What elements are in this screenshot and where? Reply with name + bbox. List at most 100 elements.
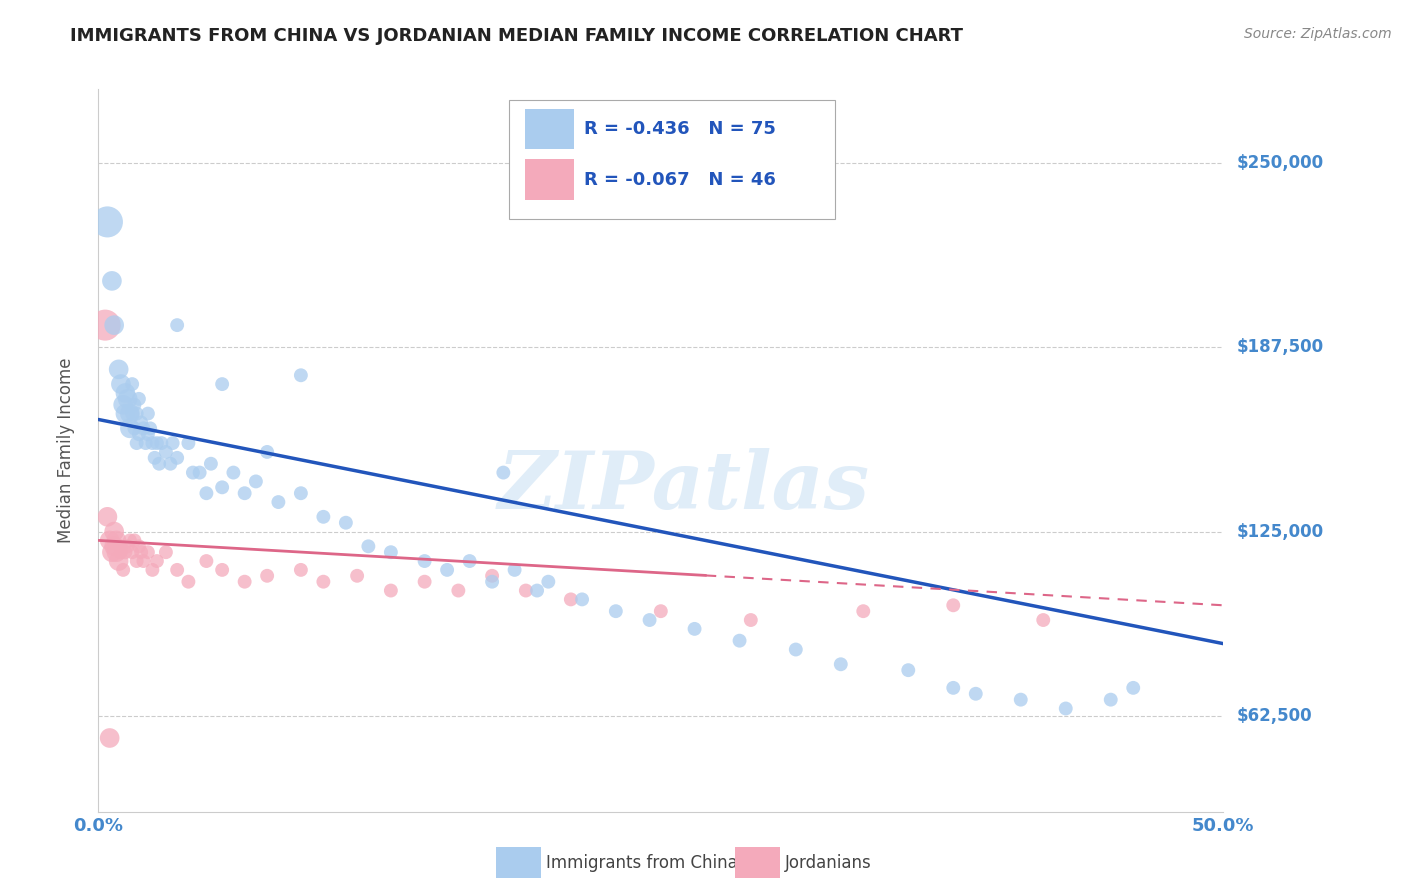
Point — [312, 574, 335, 589]
Point — [101, 545, 124, 559]
Text: IMMIGRANTS FROM CHINA VS JORDANIAN MEDIAN FAMILY INCOME CORRELATION CHART: IMMIGRANTS FROM CHINA VS JORDANIAN MEDIA… — [70, 27, 963, 45]
Point — [211, 377, 233, 392]
Point — [162, 436, 184, 450]
Point — [125, 554, 148, 568]
Point — [136, 407, 159, 421]
Point — [117, 392, 139, 406]
Point — [492, 466, 515, 480]
Point — [413, 554, 436, 568]
Text: Jordanians: Jordanians — [785, 854, 872, 871]
Point — [1032, 613, 1054, 627]
Point — [159, 457, 181, 471]
Point — [481, 569, 503, 583]
Point — [124, 421, 146, 435]
Point — [96, 215, 118, 229]
Point — [290, 368, 312, 383]
Point — [139, 421, 162, 435]
Point — [245, 475, 267, 489]
Point — [605, 604, 627, 618]
Point — [233, 486, 256, 500]
Point — [112, 563, 135, 577]
Point — [114, 407, 136, 421]
Text: $187,500: $187,500 — [1237, 338, 1324, 356]
Point — [118, 407, 141, 421]
Point — [942, 599, 965, 613]
Point — [638, 613, 661, 627]
Text: $250,000: $250,000 — [1237, 154, 1324, 172]
Point — [195, 486, 218, 500]
Point — [118, 421, 141, 435]
Point — [312, 509, 335, 524]
Point — [96, 509, 118, 524]
Point — [94, 318, 117, 332]
Point — [110, 545, 132, 559]
Point — [740, 613, 762, 627]
Point — [830, 657, 852, 672]
Point — [121, 545, 143, 559]
Point — [98, 731, 121, 745]
Point — [146, 436, 169, 450]
Point — [101, 274, 124, 288]
Point — [107, 554, 129, 568]
Point — [200, 457, 222, 471]
FancyBboxPatch shape — [524, 109, 574, 149]
Point — [129, 545, 152, 559]
Point — [852, 604, 875, 618]
Point — [256, 569, 278, 583]
Y-axis label: Median Family Income: Median Family Income — [56, 358, 75, 543]
Point — [346, 569, 368, 583]
Point — [537, 574, 560, 589]
Point — [181, 466, 204, 480]
Point — [1122, 681, 1144, 695]
Text: Immigrants from China: Immigrants from China — [546, 854, 737, 871]
Point — [136, 545, 159, 559]
Point — [571, 592, 593, 607]
Point — [436, 563, 458, 577]
Text: R = -0.067   N = 46: R = -0.067 N = 46 — [585, 170, 776, 188]
Point — [143, 450, 166, 465]
Point — [1010, 692, 1032, 706]
Point — [357, 539, 380, 553]
Point — [150, 436, 173, 450]
Point — [155, 445, 177, 459]
Point — [117, 539, 139, 553]
Point — [526, 583, 548, 598]
FancyBboxPatch shape — [509, 100, 835, 219]
Point — [256, 445, 278, 459]
Point — [128, 427, 150, 442]
Point — [128, 392, 150, 406]
Point — [1099, 692, 1122, 706]
Point — [125, 407, 148, 421]
Point — [211, 480, 233, 494]
Point — [103, 318, 125, 332]
Point — [335, 516, 357, 530]
Point — [166, 318, 188, 332]
Point — [458, 554, 481, 568]
Point — [105, 545, 128, 559]
Point — [107, 362, 129, 376]
Point — [141, 563, 163, 577]
Point — [785, 642, 807, 657]
Point — [267, 495, 290, 509]
Point — [112, 398, 135, 412]
Point — [118, 533, 141, 548]
Point — [98, 533, 121, 548]
Point — [188, 466, 211, 480]
Point — [114, 545, 136, 559]
Point — [233, 574, 256, 589]
Point — [132, 421, 155, 435]
Point — [897, 663, 920, 677]
Point — [728, 633, 751, 648]
Point — [146, 554, 169, 568]
Point — [125, 436, 148, 450]
Point — [155, 545, 177, 559]
Text: ZIPatlas: ZIPatlas — [498, 448, 869, 525]
Point — [965, 687, 987, 701]
Point — [135, 436, 157, 450]
Text: Source: ZipAtlas.com: Source: ZipAtlas.com — [1244, 27, 1392, 41]
Point — [447, 583, 470, 598]
Point — [380, 583, 402, 598]
Point — [222, 466, 245, 480]
Point — [290, 486, 312, 500]
Point — [683, 622, 706, 636]
